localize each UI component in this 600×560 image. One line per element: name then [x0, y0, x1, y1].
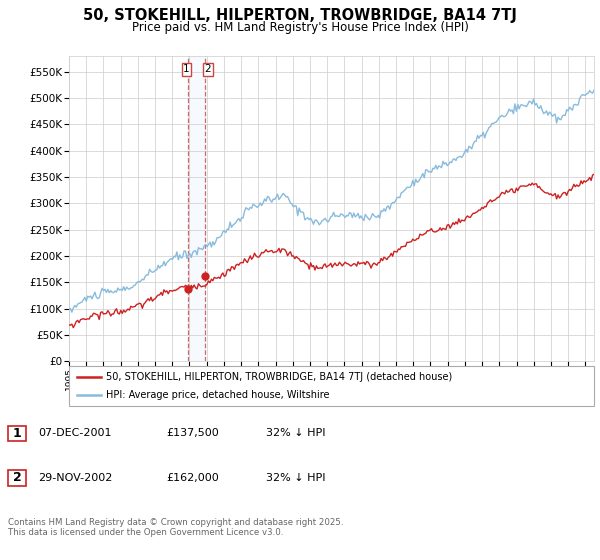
Bar [8, 470, 26, 486]
Text: 1: 1 [183, 64, 190, 74]
Bar [8, 426, 26, 441]
Text: 07-DEC-2001: 07-DEC-2001 [38, 428, 112, 438]
Text: 2: 2 [13, 472, 22, 484]
Bar [188, 56, 205, 361]
Text: Price paid vs. HM Land Registry's House Price Index (HPI): Price paid vs. HM Land Registry's House … [131, 21, 469, 34]
Text: £137,500: £137,500 [166, 428, 219, 438]
Text: Contains HM Land Registry data © Crown copyright and database right 2025.
This d: Contains HM Land Registry data © Crown c… [8, 518, 343, 538]
Text: HPI: Average price, detached house, Wiltshire: HPI: Average price, detached house, Wilt… [106, 390, 329, 400]
Text: 50, STOKEHILL, HILPERTON, TROWBRIDGE, BA14 7TJ (detached house): 50, STOKEHILL, HILPERTON, TROWBRIDGE, BA… [106, 372, 452, 381]
Text: 32% ↓ HPI: 32% ↓ HPI [266, 473, 325, 483]
Text: 50, STOKEHILL, HILPERTON, TROWBRIDGE, BA14 7TJ: 50, STOKEHILL, HILPERTON, TROWBRIDGE, BA… [83, 8, 517, 24]
Text: 2: 2 [205, 64, 211, 74]
Text: 1: 1 [13, 427, 22, 440]
Text: £162,000: £162,000 [166, 473, 219, 483]
Text: 29-NOV-2002: 29-NOV-2002 [38, 473, 112, 483]
Text: 32% ↓ HPI: 32% ↓ HPI [266, 428, 325, 438]
